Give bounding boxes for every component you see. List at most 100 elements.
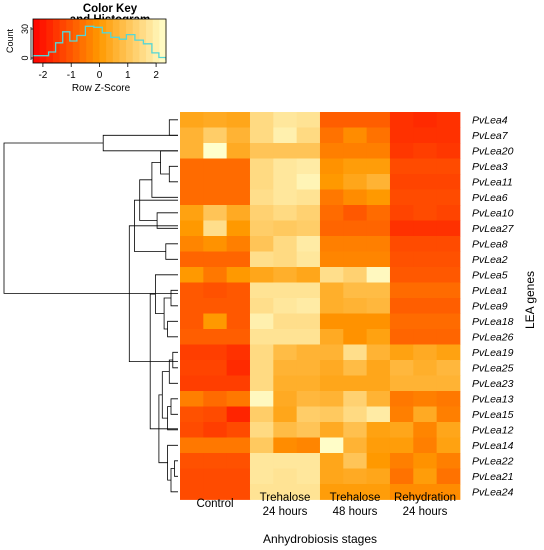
heatmap-cell-pvlea11-c8 (343, 174, 368, 190)
heatmap-cell-pvlea21-c6 (296, 468, 321, 485)
heatmap-cell-pvlea19-c1 (180, 344, 204, 361)
row-label: PvLea12 (472, 424, 514, 436)
dendrogram-branch (161, 371, 170, 419)
heatmap-cell-pvlea15-c1 (180, 406, 204, 423)
heatmap-cell-pvlea11-c6 (296, 174, 321, 190)
heatmap-cell-pvlea20-c3 (226, 143, 251, 159)
heatmap-cell-pvlea11-c4 (249, 174, 274, 190)
heatmap-cell-pvlea21-c1 (180, 468, 204, 485)
color-key-count-tick: 30 (20, 24, 30, 34)
heatmap-cell-pvlea9-c10 (389, 298, 414, 314)
heatmap-cell-pvlea9-c8 (343, 298, 368, 314)
heatmap-cell-pvlea21-c2 (203, 468, 228, 485)
heatmap-cell-pvlea1-c10 (389, 282, 414, 299)
heatmap-cell-pvlea24-c5 (273, 484, 298, 500)
heatmap-cell-pvlea2-c1 (180, 251, 204, 268)
heatmap-cell-pvlea12-c8 (343, 422, 368, 438)
heatmap-cell-pvlea6-c11 (413, 189, 438, 206)
heatmap-cell-pvlea21-c9 (366, 468, 391, 485)
heatmap-cell-pvlea18-c3 (226, 313, 251, 330)
heatmap-cell-pvlea2-c2 (203, 251, 228, 268)
heatmap-cell-pvlea13-c11 (413, 391, 438, 407)
heatmap-cell-pvlea19-c9 (366, 344, 391, 361)
heatmap-cell-pvlea14-c4 (249, 437, 274, 454)
heatmap-cell-pvlea8-c1 (180, 236, 204, 252)
heatmap-cell-pvlea18-c8 (343, 313, 368, 330)
heatmap-cell-pvlea19-c8 (343, 344, 368, 361)
row-label: PvLea26 (472, 331, 514, 343)
heatmap-cell-pvlea8-c3 (226, 236, 251, 252)
heatmap-cell-pvlea3-c4 (249, 158, 274, 175)
heatmap-cell-pvlea5-c12 (436, 267, 461, 283)
heatmap-cell-pvlea21-c3 (226, 468, 251, 485)
color-key-tick-label: 0 (97, 70, 103, 81)
heatmap-cell-pvlea5-c10 (389, 267, 414, 283)
heatmap-cell-pvlea24-c3 (226, 484, 251, 500)
heatmap-cell-pvlea8-c9 (366, 236, 391, 252)
heatmap-cell-pvlea18-c6 (296, 313, 321, 330)
dendrogram-branch (172, 351, 178, 369)
heatmap-cell-pvlea8-c5 (273, 236, 298, 252)
heatmap-cell-pvlea24-c6 (296, 484, 321, 500)
heatmap-cell-pvlea22-c9 (366, 453, 391, 469)
heatmap-cell-pvlea18-c1 (180, 313, 204, 330)
heatmap-cell-pvlea19-c7 (319, 344, 344, 361)
dendrogram-branch (167, 406, 178, 431)
color-key-tick-label: -1 (67, 70, 76, 81)
color-key-swatch (52, 19, 61, 63)
heatmap-cell-pvlea1-c3 (226, 282, 251, 299)
row-label: PvLea22 (472, 455, 514, 467)
heatmap-cell-pvlea15-c12 (436, 406, 461, 423)
color-key-axis-label: Row Z-Score (72, 83, 131, 94)
heatmap-cell-pvlea27-c8 (343, 220, 368, 237)
heatmap-cell-pvlea7-c11 (413, 127, 438, 144)
heatmap-cell-pvlea7-c12 (436, 127, 461, 144)
heatmap-cell-pvlea4-c5 (273, 112, 298, 128)
heatmap-cell-pvlea4-c8 (343, 112, 368, 128)
heatmap-cell-pvlea6-c2 (203, 189, 228, 206)
heatmap-cell-pvlea8-c12 (436, 236, 461, 252)
heatmap-cell-pvlea1-c9 (366, 282, 391, 299)
heatmap-cell-pvlea10-c7 (319, 205, 344, 221)
dendrogram-branch (168, 359, 178, 384)
color-key-swatch (146, 19, 154, 63)
row-label: PvLea27 (472, 223, 515, 235)
color-key-swatch (119, 19, 127, 63)
heatmap-cell-pvlea7-c4 (249, 127, 274, 144)
heatmap-cell-pvlea6-c1 (180, 189, 204, 206)
heatmap-cell-pvlea9-c4 (249, 298, 274, 314)
color-key-swatch (33, 19, 41, 63)
heatmap-cell-pvlea23-c11 (413, 375, 438, 392)
heatmap-cell-pvlea11-c11 (413, 174, 438, 190)
column-group-label: Trehalose (330, 492, 381, 504)
row-label: PvLea2 (472, 254, 508, 266)
heatmap-cell-pvlea20-c1 (180, 143, 204, 159)
heatmap-cell-pvlea8-c8 (343, 236, 368, 252)
heatmap-cell-pvlea14-c5 (273, 437, 298, 454)
row-label: PvLea13 (472, 393, 514, 405)
column-group-label: Control (196, 498, 233, 510)
heatmap-cell-pvlea3-c6 (296, 158, 321, 175)
dendrogram-branch (151, 162, 178, 198)
heatmap-cell-pvlea18-c7 (319, 313, 344, 330)
heatmap-cell-pvlea6-c7 (319, 189, 344, 206)
heatmap-cell-pvlea8-c6 (296, 236, 321, 252)
heatmap-cell-pvlea3-c7 (319, 158, 344, 175)
heatmap-cell-pvlea18-c5 (273, 313, 298, 330)
heatmap-cell-pvlea8-c2 (203, 236, 228, 252)
color-key-histogram-line (33, 25, 166, 61)
heatmap-cell-pvlea6-c10 (389, 189, 414, 206)
heatmap-cell-pvlea26-c8 (343, 329, 368, 345)
heatmap-cell-pvlea10-c12 (436, 205, 461, 221)
heatmap-cell-pvlea14-c12 (436, 437, 461, 454)
heatmap-cell-pvlea27-c7 (319, 220, 344, 237)
heatmap-cell-pvlea20-c2 (203, 143, 228, 159)
heatmap-cell-pvlea14-c9 (366, 437, 391, 454)
heatmap-cells (180, 112, 461, 500)
heatmap-cell-pvlea2-c4 (249, 251, 274, 268)
heatmap-cell-pvlea1-c2 (203, 282, 228, 299)
row-label: PvLea8 (472, 238, 508, 250)
heatmap-cell-pvlea6-c8 (343, 189, 368, 206)
heatmap-cell-pvlea11-c2 (203, 174, 228, 190)
